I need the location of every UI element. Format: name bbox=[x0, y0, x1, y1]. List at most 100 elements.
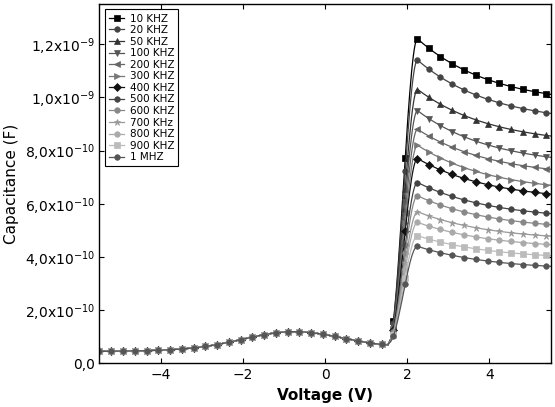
900 KHZ bbox=[365, 340, 371, 345]
Line: 900 KHZ: 900 KHZ bbox=[97, 233, 553, 354]
500 KHZ bbox=[538, 210, 544, 215]
200 KHZ bbox=[310, 330, 317, 335]
Line: 300 KHZ: 300 KHZ bbox=[97, 142, 553, 354]
Line: 700 KHz: 700 KHz bbox=[96, 208, 554, 355]
100 KHZ bbox=[310, 330, 317, 335]
300 KHZ bbox=[547, 183, 554, 188]
100 KHZ bbox=[96, 349, 103, 354]
900 KHZ bbox=[547, 253, 554, 258]
600 KHZ bbox=[340, 336, 347, 341]
500 KHZ bbox=[467, 199, 473, 204]
500 KHZ bbox=[96, 349, 103, 354]
Line: 20 KHZ: 20 KHZ bbox=[97, 57, 553, 354]
100 KHZ bbox=[365, 340, 371, 345]
800 KHZ bbox=[467, 234, 473, 239]
Line: 10 KHZ: 10 KHZ bbox=[97, 36, 553, 354]
50 KHZ bbox=[96, 349, 103, 354]
300 KHZ bbox=[340, 336, 347, 341]
10 KHZ bbox=[340, 336, 347, 341]
200 KHZ bbox=[413, 127, 420, 132]
800 KHZ bbox=[313, 331, 320, 336]
600 KHZ bbox=[313, 331, 320, 336]
100 KHZ bbox=[313, 331, 320, 336]
900 KHZ bbox=[340, 336, 347, 341]
Line: 50 KHZ: 50 KHZ bbox=[97, 87, 553, 354]
800 KHZ bbox=[96, 349, 103, 354]
300 KHZ bbox=[413, 143, 420, 148]
500 KHZ bbox=[310, 330, 317, 335]
10 KHZ bbox=[413, 37, 420, 42]
900 KHZ bbox=[310, 330, 317, 335]
400 KHZ bbox=[340, 336, 347, 341]
50 KHZ bbox=[467, 116, 473, 120]
800 KHZ bbox=[538, 241, 544, 246]
400 KHZ bbox=[467, 178, 473, 183]
50 KHZ bbox=[413, 87, 420, 92]
400 KHZ bbox=[547, 192, 554, 197]
20 KHZ bbox=[340, 336, 347, 341]
400 KHZ bbox=[365, 340, 371, 345]
300 KHZ bbox=[538, 182, 544, 186]
800 KHZ bbox=[310, 330, 317, 335]
800 KHZ bbox=[340, 336, 347, 341]
200 KHZ bbox=[313, 331, 320, 336]
200 KHZ bbox=[340, 336, 347, 341]
700 KHz bbox=[96, 349, 103, 354]
20 KHZ bbox=[547, 111, 554, 116]
500 KHZ bbox=[547, 211, 554, 216]
10 KHZ bbox=[313, 331, 320, 336]
20 KHZ bbox=[365, 340, 371, 345]
600 KHZ bbox=[365, 340, 371, 345]
900 KHZ bbox=[538, 253, 544, 258]
Legend: 10 KHZ, 20 KHZ, 50 KHZ, 100 KHZ, 200 KHZ, 300 KHZ, 400 KHZ, 500 KHZ, 600 KHZ, 70: 10 KHZ, 20 KHZ, 50 KHZ, 100 KHZ, 200 KHZ… bbox=[105, 9, 178, 166]
10 KHZ bbox=[365, 340, 371, 345]
800 KHZ bbox=[547, 242, 554, 247]
200 KHZ bbox=[547, 167, 554, 172]
300 KHZ bbox=[313, 331, 320, 336]
500 KHZ bbox=[413, 180, 420, 185]
100 KHZ bbox=[413, 108, 420, 113]
1 MHZ bbox=[313, 331, 320, 336]
Line: 1 MHZ: 1 MHZ bbox=[97, 244, 553, 354]
400 KHZ bbox=[538, 190, 544, 195]
400 KHZ bbox=[310, 330, 317, 335]
Line: 100 KHZ: 100 KHZ bbox=[97, 108, 553, 354]
20 KHZ bbox=[538, 109, 544, 114]
100 KHZ bbox=[467, 137, 473, 142]
200 KHZ bbox=[538, 166, 544, 171]
10 KHZ bbox=[547, 92, 554, 97]
300 KHZ bbox=[365, 340, 371, 345]
700 KHz bbox=[413, 210, 420, 214]
20 KHZ bbox=[313, 331, 320, 336]
300 KHZ bbox=[467, 167, 473, 172]
100 KHZ bbox=[538, 153, 544, 158]
20 KHZ bbox=[96, 349, 103, 354]
200 KHZ bbox=[96, 349, 103, 354]
900 KHZ bbox=[96, 349, 103, 354]
10 KHZ bbox=[467, 70, 473, 75]
50 KHZ bbox=[310, 330, 317, 335]
Line: 500 KHZ: 500 KHZ bbox=[97, 180, 553, 354]
1 MHZ bbox=[96, 349, 103, 354]
X-axis label: Voltage (V): Voltage (V) bbox=[277, 388, 373, 403]
50 KHZ bbox=[340, 336, 347, 341]
100 KHZ bbox=[547, 155, 554, 160]
20 KHZ bbox=[467, 90, 473, 95]
700 KHz bbox=[538, 233, 544, 238]
700 KHz bbox=[467, 224, 473, 229]
800 KHZ bbox=[413, 220, 420, 225]
700 KHz bbox=[365, 340, 371, 345]
10 KHZ bbox=[538, 90, 544, 95]
700 KHz bbox=[310, 330, 317, 335]
1 MHZ bbox=[413, 244, 420, 249]
400 KHZ bbox=[413, 156, 420, 161]
500 KHZ bbox=[313, 331, 320, 336]
10 KHZ bbox=[96, 349, 103, 354]
Line: 800 KHZ: 800 KHZ bbox=[97, 220, 553, 354]
200 KHZ bbox=[467, 151, 473, 156]
20 KHZ bbox=[310, 330, 317, 335]
20 KHZ bbox=[413, 58, 420, 63]
Line: 200 KHZ: 200 KHZ bbox=[97, 127, 553, 354]
50 KHZ bbox=[313, 331, 320, 336]
1 MHZ bbox=[310, 330, 317, 335]
